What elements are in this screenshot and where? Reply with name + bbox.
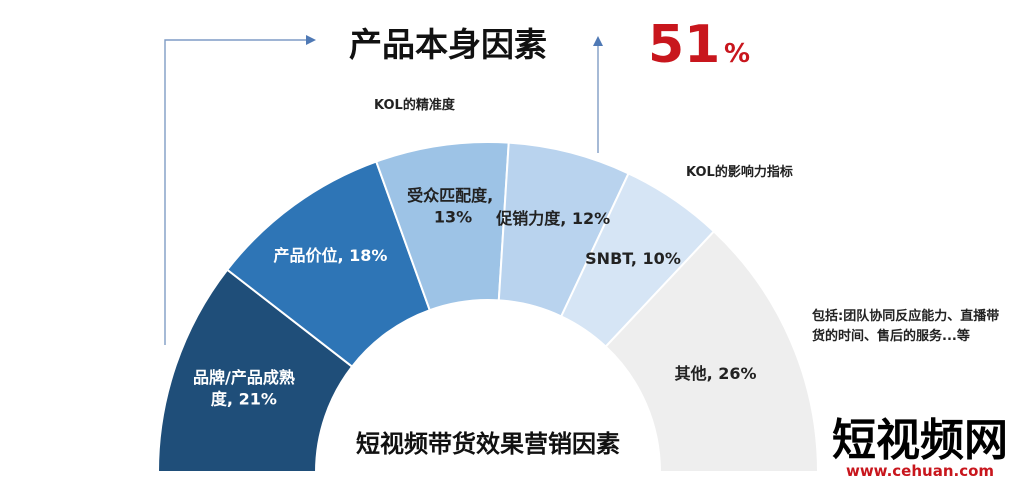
brand-name: 短视频网 [832, 415, 1008, 466]
annotation-others-detail-line2: 货的时间、售后的服务...等 [812, 328, 970, 344]
bracket-left-arrowhead [306, 35, 316, 45]
brand-site: www.cehuan.com [846, 462, 994, 480]
pie-slice-label-3: 受众匹配度, 13% [407, 186, 493, 227]
pie-slice-6 [604, 230, 820, 473]
chart-title: 短视频带货效果营销因素 [356, 430, 620, 458]
pie-slice-label-2: 产品价位, 18% [274, 246, 388, 265]
annotation-kol-accuracy: KOL的精准度 [374, 97, 456, 113]
bracket-left-line [164, 39, 308, 345]
pie-slices [156, 141, 820, 473]
pie-slice-label-4: 促销力度, 12% [495, 209, 610, 228]
pie-slice-label-5: SNBT, 10% [585, 249, 681, 268]
annotation-others-detail-line1: 包括:团队协同反应能力、直播带 [812, 308, 999, 324]
highlight-percent-number: 51 [648, 15, 720, 75]
pie-slice-label-6: 其他, 26% [675, 364, 757, 383]
pie-slice-label-1: 品牌/产品成熟度, 21% [193, 368, 295, 409]
highlight-percent-unit: % [724, 39, 750, 69]
bracket-right-arrowhead [593, 36, 603, 46]
pie-slice-labels: 品牌/产品成熟度, 21% 产品价位, 18% 受众匹配度, 13% 促销力度, 12… [193, 186, 757, 408]
annotation-kol-influence: KOL的影响力指标 [686, 164, 793, 180]
chart-subtitle: 产品本身因素 [349, 25, 547, 64]
